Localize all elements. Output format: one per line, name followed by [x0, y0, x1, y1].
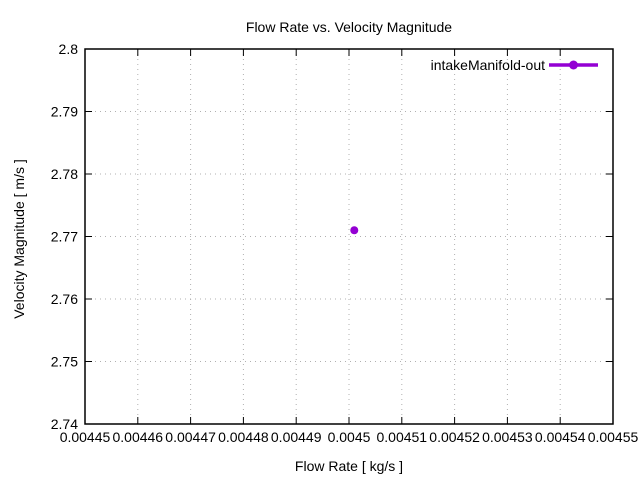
legend-point-marker	[569, 60, 578, 70]
y-axis-label: Velocity Magnitude [ m/s ]	[11, 159, 27, 319]
x-tick-label: 0.00454	[535, 429, 586, 445]
tick-label-layer: 0.00445 0.00446 0.00447 0.00448 0.00449 0.004…	[51, 41, 639, 445]
x-tick-label: 0.00447	[165, 429, 216, 445]
x-tick-label: 0.00452	[429, 429, 480, 445]
plot-border	[84, 48, 614, 425]
y-tick-label: 2.74	[51, 416, 78, 432]
x-tick-label: 0.00455	[588, 429, 639, 445]
x-tick-label: 0.00445	[60, 429, 111, 445]
x-tick-label: 0.0045	[328, 429, 371, 445]
y-tick-label: 2.75	[51, 354, 78, 370]
legend: intakeManifold-out	[431, 57, 598, 73]
y-tick-label: 2.78	[51, 166, 78, 182]
grid-layer	[84, 48, 614, 425]
x-tick-label: 0.00446	[112, 429, 163, 445]
y-tick-label: 2.79	[51, 104, 78, 120]
data-point	[350, 226, 359, 235]
x-tick-label: 0.00451	[376, 429, 427, 445]
tick-layer	[84, 48, 614, 425]
chart-title: Flow Rate vs. Velocity Magnitude	[246, 19, 452, 35]
legend-label: intakeManifold-out	[431, 57, 546, 73]
y-tick-label: 2.77	[51, 229, 78, 245]
x-tick-label: 0.00449	[271, 429, 322, 445]
y-tick-label: 2.76	[51, 291, 78, 307]
x-axis-label: Flow Rate [ kg/s ]	[295, 458, 403, 474]
y-tick-label: 2.8	[59, 41, 79, 57]
x-tick-label: 0.00453	[482, 429, 533, 445]
series-layer	[350, 226, 359, 235]
x-tick-label: 0.00448	[218, 429, 269, 445]
